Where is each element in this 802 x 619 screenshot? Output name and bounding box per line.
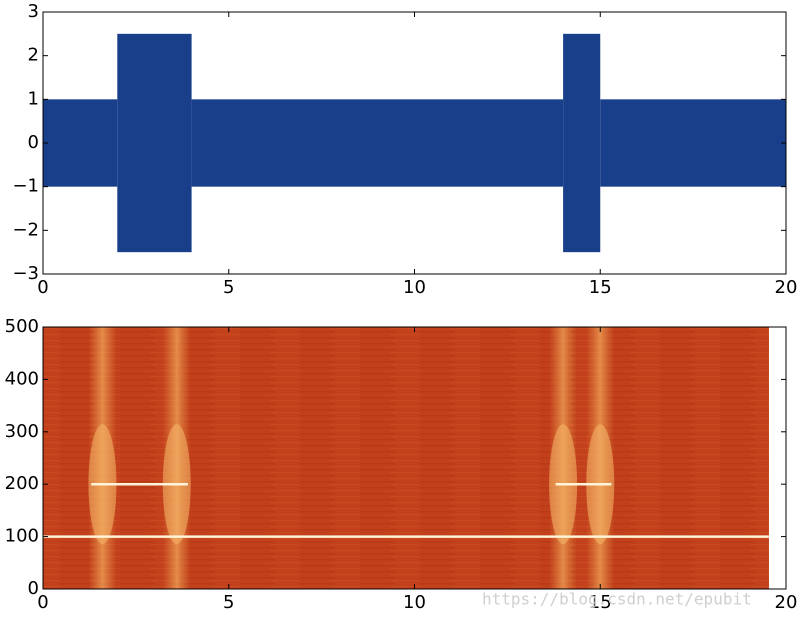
y-tick-label: 1 [28, 88, 39, 109]
x-tick-label: 5 [223, 277, 234, 298]
x-tick-label: 20 [775, 592, 798, 613]
signal-band [563, 33, 601, 253]
x-tick-label: 0 [37, 592, 48, 613]
x-tick-label: 10 [403, 277, 426, 298]
x-tick-label: 15 [589, 592, 612, 613]
x-tick-label: 15 [589, 277, 612, 298]
y-tick-label: 400 [5, 368, 39, 389]
y-tick-label: −2 [12, 219, 39, 240]
spectrogram-texture [43, 327, 769, 589]
x-tick-label: 5 [223, 592, 234, 613]
y-tick-label: 3 [28, 1, 39, 22]
y-tick-label: −3 [12, 263, 39, 284]
y-tick-label: 100 [5, 526, 39, 547]
signal-band [191, 99, 564, 187]
y-tick-label: 200 [5, 473, 39, 494]
signal-band [600, 99, 786, 187]
y-tick-label: 0 [28, 132, 39, 153]
signal-band [117, 33, 192, 253]
y-tick-label: 500 [5, 316, 39, 337]
y-tick-label: −1 [12, 176, 39, 197]
x-tick-label: 20 [775, 277, 798, 298]
watermark: https://blog.csdn.net/epubit [482, 590, 752, 609]
y-tick-label: 300 [5, 421, 39, 442]
y-tick-label: 0 [28, 578, 39, 599]
x-tick-label: 0 [37, 277, 48, 298]
x-tick-label: 10 [403, 592, 426, 613]
y-tick-label: 2 [28, 45, 39, 66]
signal-band [43, 99, 118, 187]
